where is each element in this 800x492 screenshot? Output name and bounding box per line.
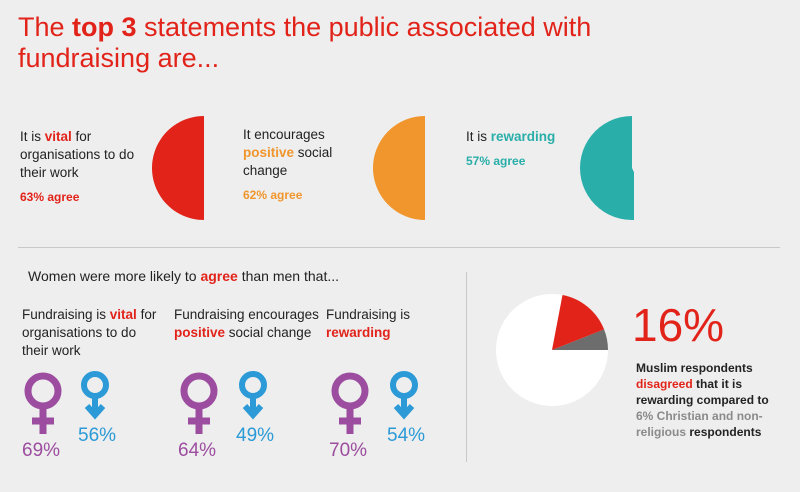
male-icon <box>81 371 109 420</box>
muslim-percentage: 16% <box>632 299 725 351</box>
pie-rewarding <box>580 116 634 220</box>
pie-muslim <box>496 294 608 406</box>
agree-percentage: 63% agree <box>20 190 80 204</box>
male-percentage: 49% <box>236 425 275 446</box>
page-title: The top 3 statements the public associat… <box>18 12 592 73</box>
muslim-statement: Muslim respondents disagreed that it is r… <box>636 361 769 439</box>
statement-rewarding: It is rewarding 57% agree <box>466 128 576 170</box>
pie-positive <box>373 116 425 220</box>
divider <box>466 272 467 462</box>
female-icon <box>180 372 218 434</box>
female-percentage: 69% <box>22 440 61 461</box>
male-icon <box>239 371 267 420</box>
female-percentage: 64% <box>178 440 217 461</box>
male-percentage: 54% <box>387 425 426 446</box>
male-icon <box>390 371 418 420</box>
women-statement-vital: Fundraising is vital for organisations t… <box>22 307 157 358</box>
pie-slice-other <box>552 329 608 350</box>
agree-percentage: 62% agree <box>243 188 303 202</box>
male-percentage: 56% <box>78 425 117 446</box>
pie-slice-muslim <box>552 294 605 350</box>
pie-slice-rewarding <box>580 116 634 220</box>
agree-percentage: 57% agree <box>466 154 526 168</box>
pie-vital <box>152 116 204 220</box>
pie-slice-positive <box>373 116 425 220</box>
women-heading: Women were more likely to agree than men… <box>28 268 339 284</box>
pie-slice-vital <box>152 116 204 220</box>
female-percentage: 70% <box>329 440 368 461</box>
women-statement-positive: Fundraising encourages positive social c… <box>174 307 319 340</box>
female-icon <box>24 372 62 434</box>
divider <box>18 247 780 248</box>
women-statement-rewarding: Fundraising is rewarding <box>326 307 411 340</box>
statement-vital: It is vital for organisations to do thei… <box>20 128 150 206</box>
female-icon <box>331 372 369 434</box>
statement-positive: It encourages positive social change 62%… <box>243 126 363 204</box>
